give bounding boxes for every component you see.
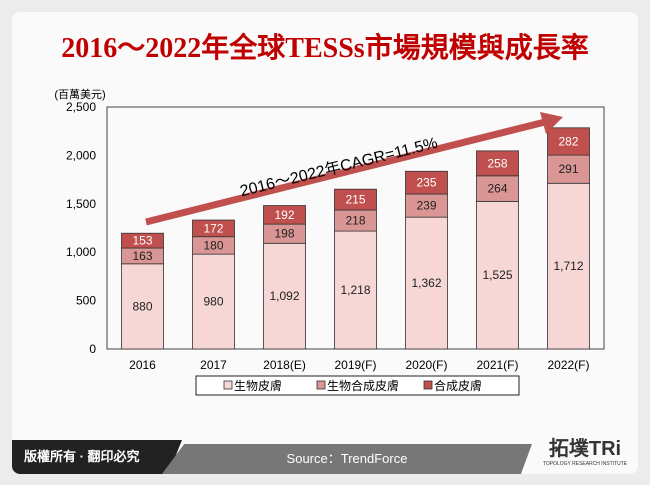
y-tick-label: 1,500 bbox=[66, 197, 96, 211]
data-label: 1,712 bbox=[553, 259, 583, 273]
y-tick-label: 2,000 bbox=[66, 148, 96, 162]
cagr-arrow-head bbox=[540, 112, 563, 134]
data-label: 198 bbox=[274, 227, 294, 241]
bar-segment bbox=[121, 232, 164, 249]
data-label: 163 bbox=[132, 249, 152, 263]
legend-label: 生物合成皮膚 bbox=[327, 378, 399, 393]
legend-swatch bbox=[423, 380, 433, 390]
bar-segment bbox=[405, 170, 448, 195]
source-text: Source：TrendForce bbox=[286, 451, 408, 466]
data-label: 172 bbox=[203, 221, 223, 235]
bar-segment bbox=[121, 263, 164, 350]
data-label: 1,218 bbox=[340, 283, 370, 297]
x-tick-label: 2018(E) bbox=[263, 358, 306, 372]
bar-segment bbox=[263, 205, 306, 225]
legend bbox=[195, 375, 520, 396]
legend-swatch bbox=[316, 380, 326, 390]
bar-segment bbox=[476, 175, 519, 202]
x-tick-label: 2017 bbox=[200, 358, 227, 372]
data-label: 1,092 bbox=[269, 289, 299, 303]
page-title: 2016～2022年全球TESSs市場規模與成長率 bbox=[61, 33, 589, 64]
bar-segment bbox=[547, 127, 590, 156]
data-label: 980 bbox=[203, 295, 223, 309]
legend-label: 生物皮膚 bbox=[234, 378, 282, 393]
y-tick-label: 1,000 bbox=[66, 245, 96, 259]
footer: 版權所有 · 翻印必究 Source：TrendForce 拓墣TRi TOPO… bbox=[12, 438, 638, 474]
legend-swatch bbox=[223, 380, 233, 390]
legend-label: 合成皮膚 bbox=[434, 378, 482, 393]
bar-segment bbox=[405, 216, 448, 350]
bar-segment bbox=[547, 154, 590, 184]
data-label: 1,362 bbox=[411, 276, 441, 290]
bar-segment bbox=[334, 230, 377, 350]
data-label: 1,525 bbox=[482, 268, 512, 282]
y-tick-label: 500 bbox=[76, 294, 96, 308]
copyright-text: 版權所有 · 翻印必究 bbox=[12, 440, 182, 474]
data-label: 880 bbox=[132, 299, 152, 313]
x-tick-label: 2021(F) bbox=[476, 358, 518, 372]
data-label: 264 bbox=[487, 182, 507, 196]
data-label: 218 bbox=[345, 214, 365, 228]
bar-segment bbox=[334, 188, 377, 211]
y-axis-label: (百萬美元) bbox=[54, 88, 105, 101]
data-label: 215 bbox=[345, 193, 365, 207]
x-tick-label: 2016 bbox=[129, 358, 156, 372]
bar-segment bbox=[476, 200, 519, 350]
logo-text: 拓墣TRi bbox=[548, 438, 622, 460]
y-tick-label: 2,500 bbox=[66, 100, 96, 114]
bar-segment bbox=[547, 182, 590, 350]
cagr-arrow bbox=[145, 118, 546, 226]
data-label: 180 bbox=[203, 238, 223, 252]
data-label: 153 bbox=[132, 234, 152, 248]
x-tick-label: 2019(F) bbox=[334, 358, 376, 372]
data-label: 258 bbox=[487, 156, 507, 170]
y-tick-label: 0 bbox=[89, 342, 96, 356]
logo-subtext: TOPOLOGY RESEARCH INSTITUTE bbox=[542, 461, 628, 467]
data-label: 291 bbox=[558, 162, 578, 176]
data-label: 282 bbox=[558, 134, 578, 148]
slide-card bbox=[12, 12, 638, 474]
bar-segment bbox=[476, 150, 519, 177]
data-label: 235 bbox=[416, 176, 436, 190]
x-tick-label: 2022(F) bbox=[547, 358, 589, 372]
tri-logo: 拓墣TRi TOPOLOGY RESEARCH INSTITUTE bbox=[532, 428, 638, 474]
data-label: 239 bbox=[416, 199, 436, 213]
data-label: 192 bbox=[274, 208, 294, 222]
x-tick-label: 2020(F) bbox=[405, 358, 447, 372]
bar-segment bbox=[192, 219, 235, 238]
source-bar bbox=[162, 444, 532, 474]
bar-segment bbox=[192, 253, 235, 350]
